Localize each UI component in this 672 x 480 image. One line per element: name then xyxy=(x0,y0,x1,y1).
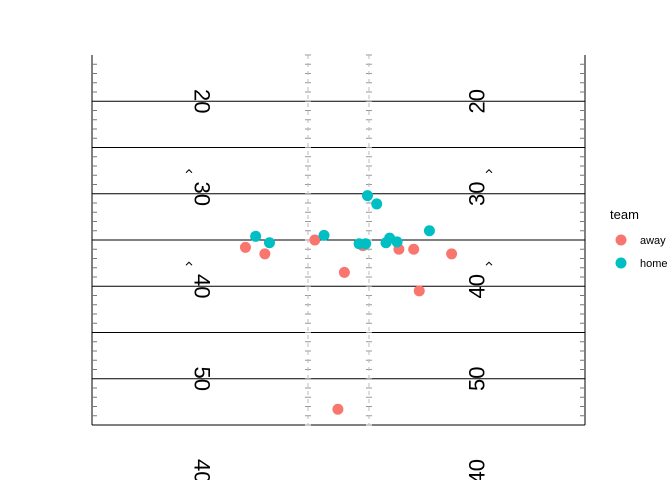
legend-key-home xyxy=(615,257,627,269)
player-point-away xyxy=(408,243,420,255)
player-point-home xyxy=(391,236,403,248)
legend-title: team xyxy=(610,207,639,222)
player-point-home xyxy=(360,238,372,250)
direction-arrow-left xyxy=(185,261,193,266)
player-point-away xyxy=(259,248,271,260)
player-point-away xyxy=(309,234,321,246)
yard-number-left: 40 xyxy=(190,459,215,480)
direction-arrow-right xyxy=(485,169,493,174)
field-panel: 20 20 30 30 40 40 50 50 40 40 xyxy=(91,54,586,480)
yard-number-left: 30 xyxy=(190,182,215,206)
yard-number-right: 50 xyxy=(465,367,490,391)
yard-number-left: 40 xyxy=(190,274,215,298)
player-point-home xyxy=(361,190,373,202)
legend-label-home: home xyxy=(640,258,668,270)
yard-number-left: 20 xyxy=(190,89,215,113)
legend-key-away xyxy=(615,234,627,246)
direction-arrow-left xyxy=(185,169,193,174)
player-point-home xyxy=(371,198,383,210)
player-point-away xyxy=(413,285,425,297)
legend: team away home xyxy=(610,207,668,270)
yard-number-right: 30 xyxy=(465,182,490,206)
player-point-away xyxy=(239,241,251,253)
yard-number-right: 40 xyxy=(465,274,490,298)
player-point-home xyxy=(423,225,435,237)
direction-arrow-right xyxy=(485,261,493,266)
player-point-away xyxy=(338,266,350,278)
player-point-away xyxy=(332,403,344,415)
yard-number-right: 40 xyxy=(465,459,490,480)
player-point-home xyxy=(250,230,262,242)
player-points xyxy=(239,190,458,415)
legend-label-away: away xyxy=(640,235,666,247)
player-point-home xyxy=(263,237,275,249)
player-point-away xyxy=(446,248,458,260)
yard-number-right: 20 xyxy=(465,89,490,113)
yard-number-left: 50 xyxy=(190,367,215,391)
player-point-home xyxy=(318,229,330,241)
